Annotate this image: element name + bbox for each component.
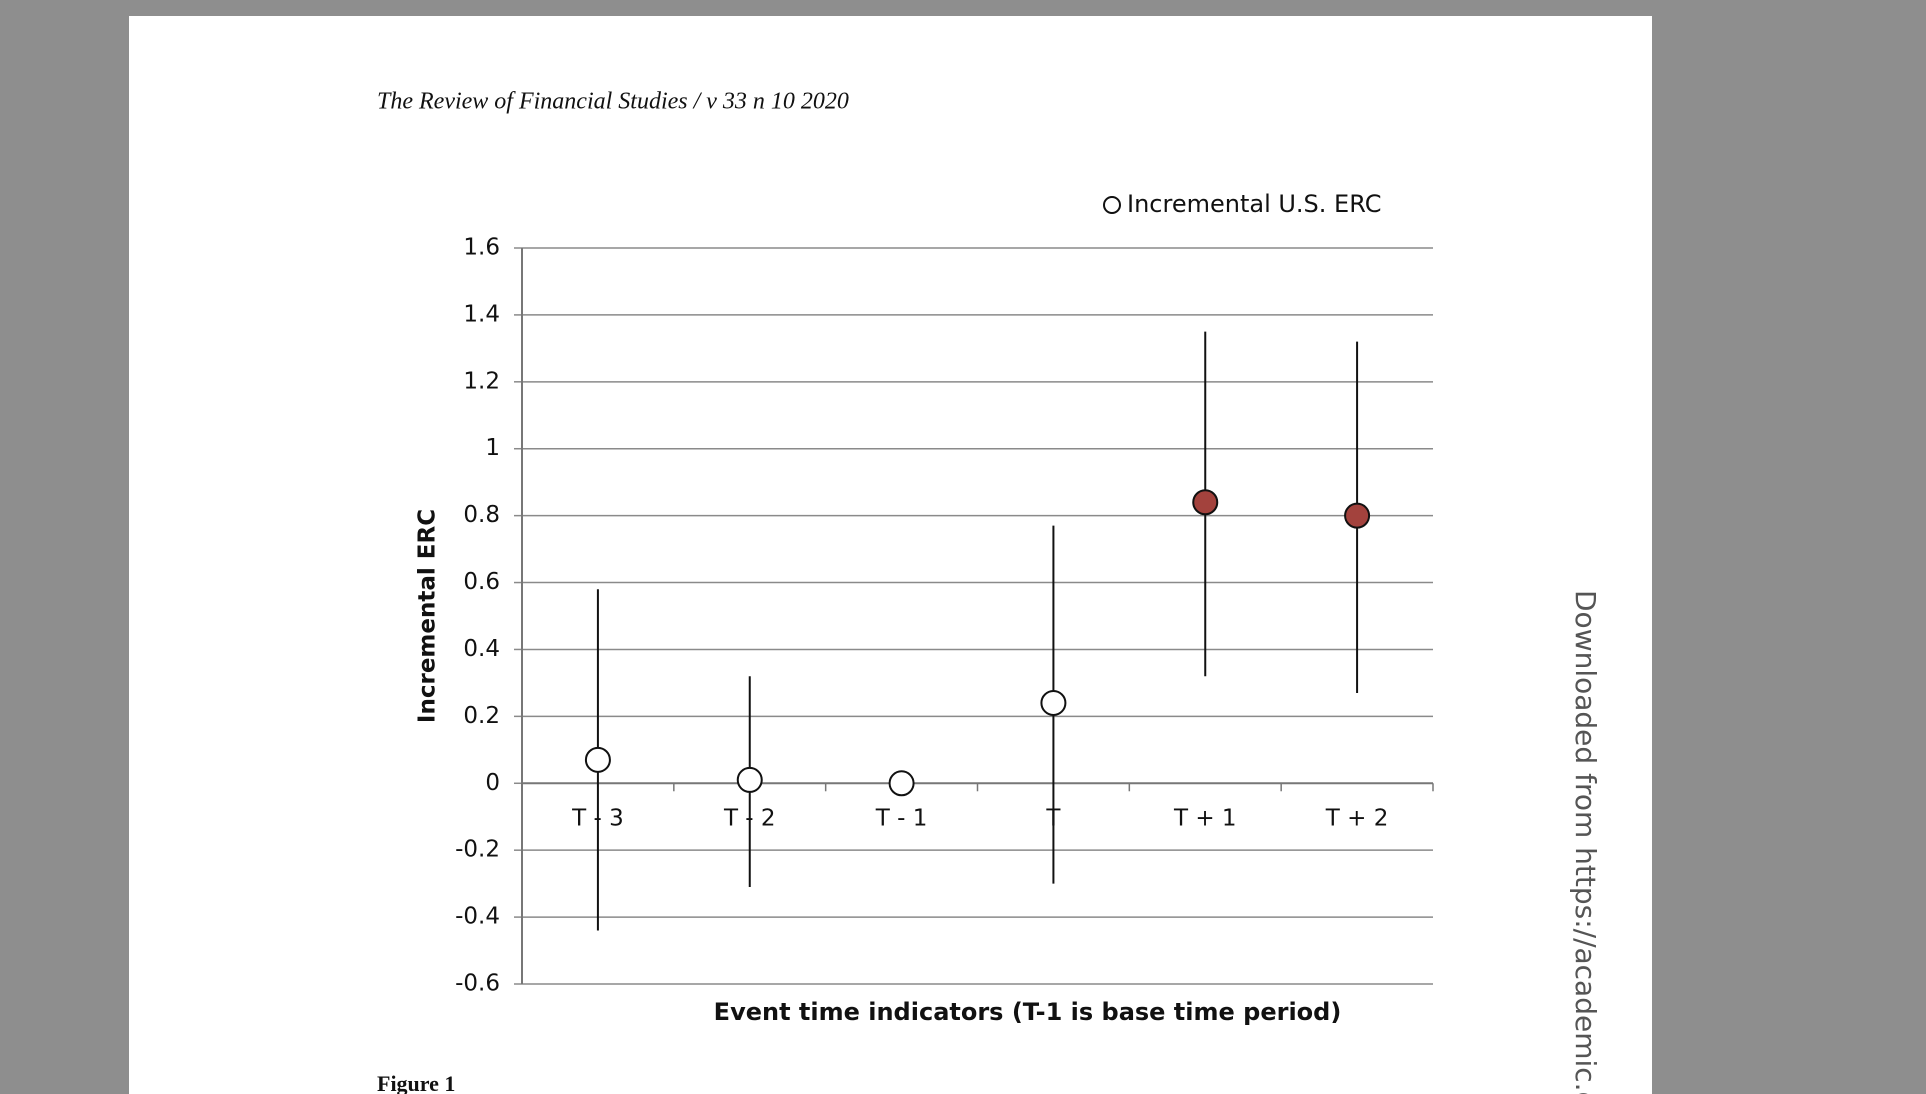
y-tick-label: 1.2 — [463, 368, 500, 394]
y-tick-label: 0.2 — [463, 703, 500, 729]
legend-label: Incremental U.S. ERC — [1127, 190, 1381, 218]
y-tick-label: 1 — [485, 435, 500, 461]
point — [736, 766, 763, 793]
legend-marker — [1103, 196, 1121, 214]
y-tick-label: 0.8 — [463, 502, 500, 528]
point — [584, 746, 611, 773]
y-tick-label: 0.4 — [463, 636, 500, 662]
y-axis-title: Incremental ERC — [415, 509, 441, 723]
y-tick-label: 1.4 — [463, 301, 500, 327]
point — [1344, 502, 1371, 529]
x-tick-label: T - 1 — [875, 806, 928, 832]
y-tick-label: 1.6 — [463, 235, 500, 261]
y-tick-label: 0.6 — [463, 569, 500, 595]
figure-caption: Figure 1 — [377, 1071, 455, 1094]
paper-page — [129, 16, 1652, 1094]
point — [1192, 489, 1219, 516]
y-tick-label: -0.6 — [455, 971, 500, 997]
y-tick-label: -0.4 — [455, 904, 500, 930]
point — [1040, 689, 1067, 716]
y-tick-label: 0 — [485, 770, 500, 796]
download-watermark: Downloaded from https://academic.oup.c — [1569, 590, 1602, 1094]
x-tick-label: T + 1 — [1173, 806, 1237, 832]
point — [888, 770, 915, 797]
x-tick-label: T + 2 — [1325, 806, 1389, 832]
journal-header: The Review of Financial Studies / v 33 n… — [377, 89, 849, 115]
x-axis-title: Event time indicators (T-1 is base time … — [714, 998, 1342, 1026]
y-tick-label: -0.2 — [455, 837, 500, 863]
